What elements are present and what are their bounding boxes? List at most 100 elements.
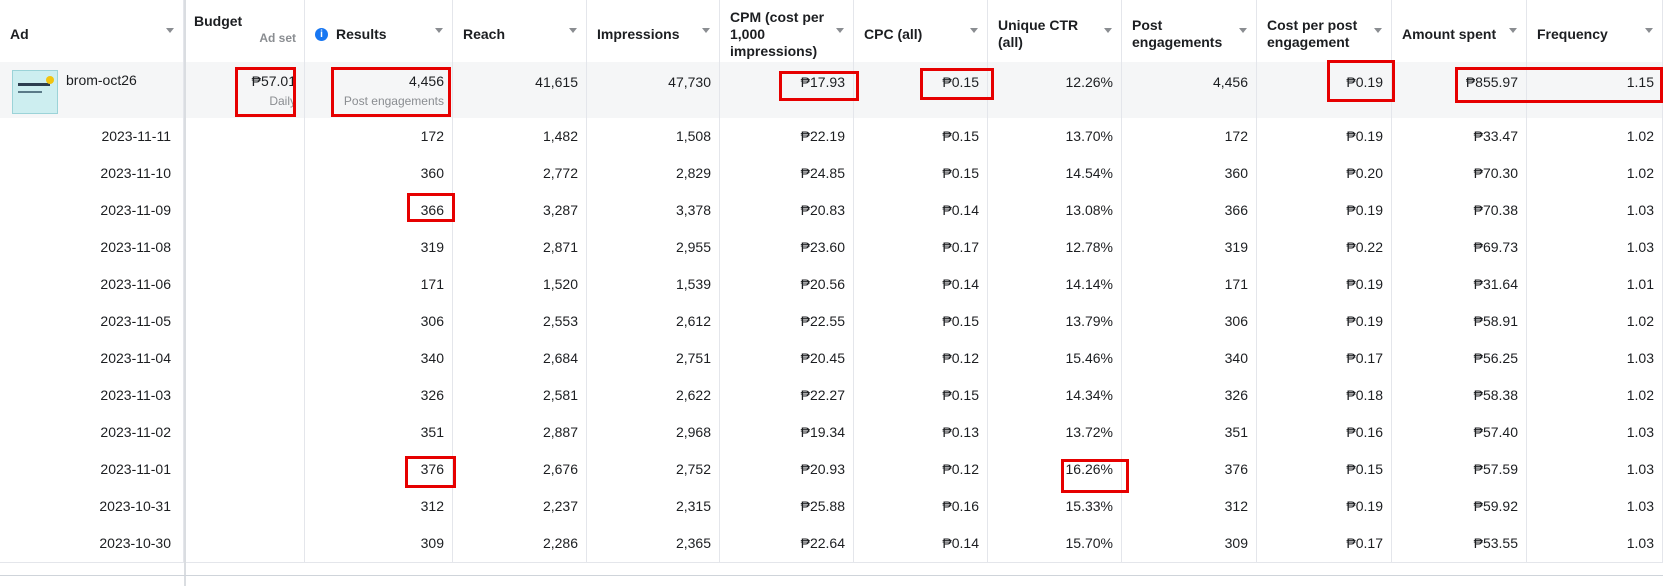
cell-value: 1,482 (542, 128, 578, 144)
table-cell-ctr: 13.70% (988, 118, 1122, 155)
table-cell-ad: 2023-10-31 (0, 488, 184, 525)
cell-value: 3,287 (542, 202, 578, 218)
chevron-down-icon[interactable] (435, 28, 443, 33)
cell-value: 15.33% (1065, 498, 1113, 514)
table-row[interactable]: 2023-11-05 306 2,553 2,612 ₱22.55 ₱0.15 13.79%… (0, 303, 1663, 341)
table-row[interactable]: 2023-11-10 360 2,772 2,829 ₱24.85 ₱0.15 14.54%… (0, 155, 1663, 193)
chevron-down-icon[interactable] (166, 28, 174, 33)
ad-summary-row[interactable]: brom-oct26 ₱57.01 Daily 4,456 Post engagemen… (0, 62, 1663, 119)
table-row[interactable]: 2023-11-01 376 2,676 2,752 ₱20.93 ₱0.12 16.26%… (0, 451, 1663, 489)
table-row[interactable]: 2023-10-31 312 2,237 2,315 ₱25.88 ₱0.16 15.33%… (0, 488, 1663, 526)
ad-thumbnail[interactable] (12, 70, 58, 114)
table-cell-results: 366 (305, 192, 453, 229)
table-cell-budget (184, 229, 305, 266)
table-cell-reach: 2,553 (453, 303, 587, 340)
table-cell-freq: 1.03 (1527, 414, 1663, 451)
cell-value: 15.70% (1065, 535, 1113, 551)
table-row[interactable]: 2023-11-09 366 3,287 3,378 ₱20.83 ₱0.14 13.08%… (0, 192, 1663, 230)
column-header-post-eng[interactable]: Post engagements (1122, 0, 1257, 62)
cell-value: ₱0.19 (1346, 202, 1383, 218)
column-header-impressions[interactable]: Impressions (587, 0, 720, 62)
table-cell-cpm: ₱22.64 (720, 525, 854, 562)
cell-value: ₱20.56 (800, 276, 845, 292)
column-header-label: Unique CTR (all) (998, 17, 1079, 50)
table-row[interactable]: 2023-11-03 326 2,581 2,622 ₱22.27 ₱0.15 14.34%… (0, 377, 1663, 415)
table-cell-results: 171 (305, 266, 453, 303)
table-cell-impressions: 2,955 (587, 229, 720, 266)
column-header-cpc[interactable]: CPC (all) (854, 0, 988, 62)
ctr-value: 12.26% (1065, 74, 1113, 90)
table-row[interactable]: 2023-11-08 319 2,871 2,955 ₱23.60 ₱0.17 12.78%… (0, 229, 1663, 267)
column-header-ad[interactable]: Ad (0, 0, 184, 62)
table-row[interactable]: 2023-11-02 351 2,887 2,968 ₱19.34 ₱0.13 13.72%… (0, 414, 1663, 452)
column-header-results[interactable]: i Results (305, 0, 453, 62)
cell-value: ₱0.18 (1346, 387, 1383, 403)
table-cell-ctr: 15.33% (988, 488, 1122, 525)
row-date: 2023-10-30 (99, 535, 171, 551)
column-header-cpm[interactable]: CPM (cost per 1,000 impressions) (720, 0, 854, 62)
column-header-cost-per-eng[interactable]: Cost per post engagement (1257, 0, 1392, 62)
column-header-label: Reach (463, 25, 506, 42)
table-cell-cpc: ₱0.15 (854, 303, 988, 340)
table-row[interactable]: 2023-11-11 172 1,482 1,508 ₱22.19 ₱0.15 13.70%… (0, 118, 1663, 156)
table-cell-cpm: ₱20.93 (720, 451, 854, 488)
cell-value: 351 (1224, 424, 1248, 440)
column-header-label: Ad (10, 25, 29, 42)
thumbnail-text (18, 91, 42, 93)
chevron-down-icon[interactable] (1239, 28, 1247, 33)
row-date: 2023-11-11 (101, 128, 171, 144)
table-cell-impressions: 2,612 (587, 303, 720, 340)
cell-value: 319 (1224, 239, 1248, 255)
table-cell-results: 309 (305, 525, 453, 562)
cell-value: ₱0.22 (1346, 239, 1383, 255)
table-cell-amount: ₱59.92 (1392, 488, 1527, 525)
table-cell-amount: ₱58.91 (1392, 303, 1527, 340)
table-row[interactable]: 2023-11-04 340 2,684 2,751 ₱20.45 ₱0.12 15.46%… (0, 340, 1663, 378)
column-header-ctr[interactable]: Unique CTR (all) (988, 0, 1122, 62)
cell-value: 1,508 (675, 128, 711, 144)
column-header-amount[interactable]: Amount spent (1392, 0, 1527, 62)
table-cell-freq: 1.02 (1527, 377, 1663, 414)
table-cell-impressions: 2,968 (587, 414, 720, 451)
cell-value: 351 (420, 424, 444, 440)
cell-value: 309 (420, 535, 444, 551)
table-cell-amount: ₱53.55 (1392, 525, 1527, 562)
cell-value: 1.01 (1626, 276, 1654, 292)
chevron-down-icon[interactable] (1509, 28, 1517, 33)
chevron-down-icon[interactable] (970, 28, 978, 33)
table-cell-impressions: 2,622 (587, 377, 720, 414)
cell-value: 1,539 (675, 276, 711, 292)
summary-cell-cost-per-eng: ₱0.19 (1257, 62, 1392, 118)
chevron-down-icon[interactable] (1645, 28, 1653, 33)
cell-value: ₱0.15 (1346, 461, 1383, 477)
table-cell-budget (184, 525, 305, 562)
ad-name-link[interactable]: brom-oct26 (66, 72, 137, 88)
row-date: 2023-10-31 (99, 498, 171, 514)
chevron-down-icon[interactable] (569, 28, 577, 33)
table-cell-impressions: 2,315 (587, 488, 720, 525)
table-row[interactable]: 2023-10-30 309 2,286 2,365 ₱22.64 ₱0.14 15.70%… (0, 525, 1663, 563)
table-cell-amount: ₱31.64 (1392, 266, 1527, 303)
table-cell-ad: 2023-11-05 (0, 303, 184, 340)
table-cell-ad: 2023-11-11 (0, 118, 184, 155)
column-header-freq[interactable]: Frequency (1527, 0, 1663, 62)
summary-cell-ctr: 12.26% (988, 62, 1122, 118)
chevron-down-icon[interactable] (1104, 28, 1112, 33)
chevron-down-icon[interactable] (702, 28, 710, 33)
table-cell-amount: ₱56.25 (1392, 340, 1527, 377)
table-cell-results: 351 (305, 414, 453, 451)
frozen-column-divider[interactable] (184, 0, 186, 586)
table-cell-ad: 2023-11-06 (0, 266, 184, 303)
cell-value: 360 (420, 165, 444, 181)
cell-value: 2,676 (542, 461, 578, 477)
cell-value: 2,365 (675, 535, 711, 551)
info-icon[interactable]: i (315, 27, 328, 41)
chevron-down-icon[interactable] (1374, 28, 1382, 33)
column-header-reach[interactable]: Reach (453, 0, 587, 62)
cell-value: 172 (420, 128, 444, 144)
table-cell-ctr: 15.46% (988, 340, 1122, 377)
column-header-budget[interactable]: Budget Ad set (184, 0, 305, 62)
chevron-down-icon[interactable] (836, 28, 844, 33)
table-row[interactable]: 2023-11-06 171 1,520 1,539 ₱20.56 ₱0.14 14.14%… (0, 266, 1663, 304)
table-cell-cpc: ₱0.14 (854, 192, 988, 229)
